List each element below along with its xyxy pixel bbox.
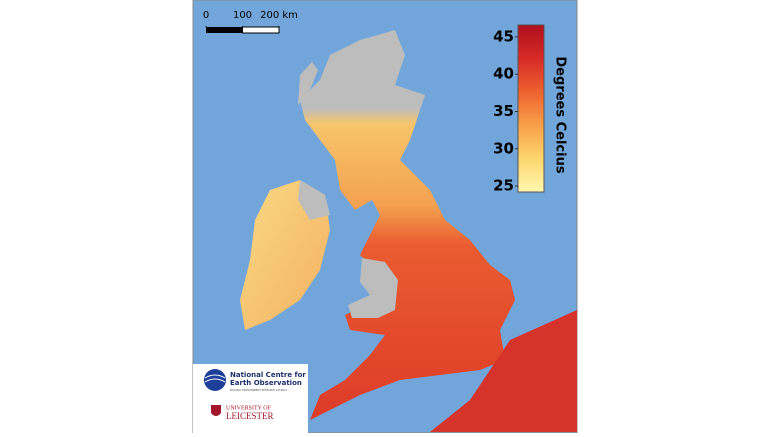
scale-label: 200 km <box>260 10 298 21</box>
colorbar-tick-label: 45 <box>493 27 514 45</box>
scale-bar: 0 100 200 km <box>203 10 298 34</box>
leicester-name: UNIVERSITY OF <box>226 405 272 411</box>
logo-box: National Centre for Earth Observation NA… <box>193 364 308 433</box>
scale-segment <box>206 27 243 33</box>
outer-hebrides <box>298 62 318 105</box>
colorbar-tick-label: 30 <box>493 139 514 157</box>
colorbar-ramp <box>517 24 545 193</box>
colorbar: 25 30 35 40 45 Degrees Celcius <box>493 24 568 195</box>
wales <box>348 258 398 318</box>
leicester-crest <box>211 405 221 416</box>
nceo-sub: NATURAL ENVIRONMENT RESEARCH COUNCIL <box>230 388 288 392</box>
northern-ireland <box>298 180 330 220</box>
france <box>430 310 577 432</box>
great-britain <box>300 30 515 420</box>
scale-label: 100 <box>233 10 252 21</box>
nceo-name: National Centre for <box>230 371 306 379</box>
scale-segment <box>242 26 280 34</box>
nceo-logo-lines <box>204 374 226 383</box>
colorbar-label: Degrees Celcius <box>553 56 568 173</box>
ireland <box>240 180 330 330</box>
colorbar-tick-label: 25 <box>493 177 514 195</box>
nceo-logo <box>204 369 226 391</box>
nceo-name: Earth Observation <box>230 379 302 387</box>
colorbar-tick-label: 35 <box>493 102 514 120</box>
leicester-name: LEICESTER <box>226 411 274 421</box>
colorbar-tick-label: 40 <box>493 65 514 83</box>
scale-label: 0 <box>203 10 209 21</box>
